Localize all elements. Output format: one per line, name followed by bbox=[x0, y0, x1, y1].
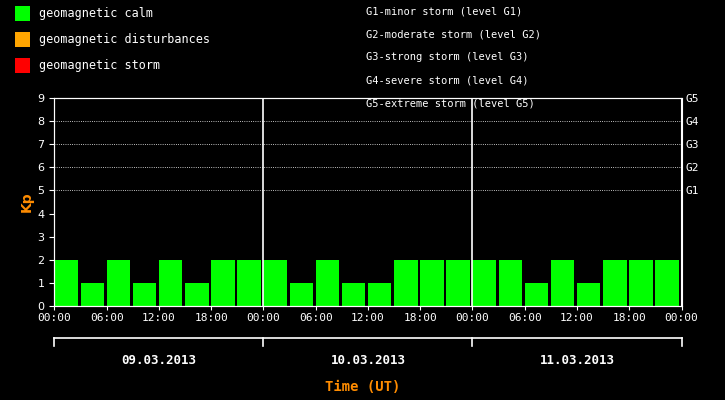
Text: geomagnetic calm: geomagnetic calm bbox=[39, 7, 153, 20]
Text: 10.03.2013: 10.03.2013 bbox=[331, 354, 405, 366]
Text: G3-strong storm (level G3): G3-strong storm (level G3) bbox=[366, 52, 529, 62]
Bar bbox=[211, 260, 235, 306]
Bar bbox=[629, 260, 652, 306]
Bar bbox=[159, 260, 183, 306]
Bar bbox=[394, 260, 418, 306]
Text: G2-moderate storm (level G2): G2-moderate storm (level G2) bbox=[366, 29, 541, 39]
Bar bbox=[447, 260, 470, 306]
Bar bbox=[133, 283, 157, 306]
Bar bbox=[315, 260, 339, 306]
Bar bbox=[237, 260, 261, 306]
Bar bbox=[263, 260, 287, 306]
Bar bbox=[107, 260, 130, 306]
Bar bbox=[525, 283, 548, 306]
Bar bbox=[603, 260, 626, 306]
Bar bbox=[185, 283, 209, 306]
Text: 09.03.2013: 09.03.2013 bbox=[121, 354, 196, 366]
Bar bbox=[80, 283, 104, 306]
Bar bbox=[577, 283, 600, 306]
Bar bbox=[499, 260, 522, 306]
Text: geomagnetic storm: geomagnetic storm bbox=[39, 59, 160, 72]
Bar bbox=[420, 260, 444, 306]
Text: G5-extreme storm (level G5): G5-extreme storm (level G5) bbox=[366, 99, 535, 109]
Text: 11.03.2013: 11.03.2013 bbox=[539, 354, 615, 366]
Bar bbox=[551, 260, 574, 306]
Bar bbox=[289, 283, 313, 306]
Bar bbox=[54, 260, 78, 306]
Bar bbox=[655, 260, 679, 306]
Bar bbox=[368, 283, 392, 306]
Text: geomagnetic disturbances: geomagnetic disturbances bbox=[39, 33, 210, 46]
Bar bbox=[341, 283, 365, 306]
Text: G4-severe storm (level G4): G4-severe storm (level G4) bbox=[366, 76, 529, 86]
Y-axis label: Kp: Kp bbox=[20, 192, 33, 212]
Text: Time (UT): Time (UT) bbox=[325, 380, 400, 394]
Bar bbox=[473, 260, 496, 306]
Text: G1-minor storm (level G1): G1-minor storm (level G1) bbox=[366, 6, 523, 16]
